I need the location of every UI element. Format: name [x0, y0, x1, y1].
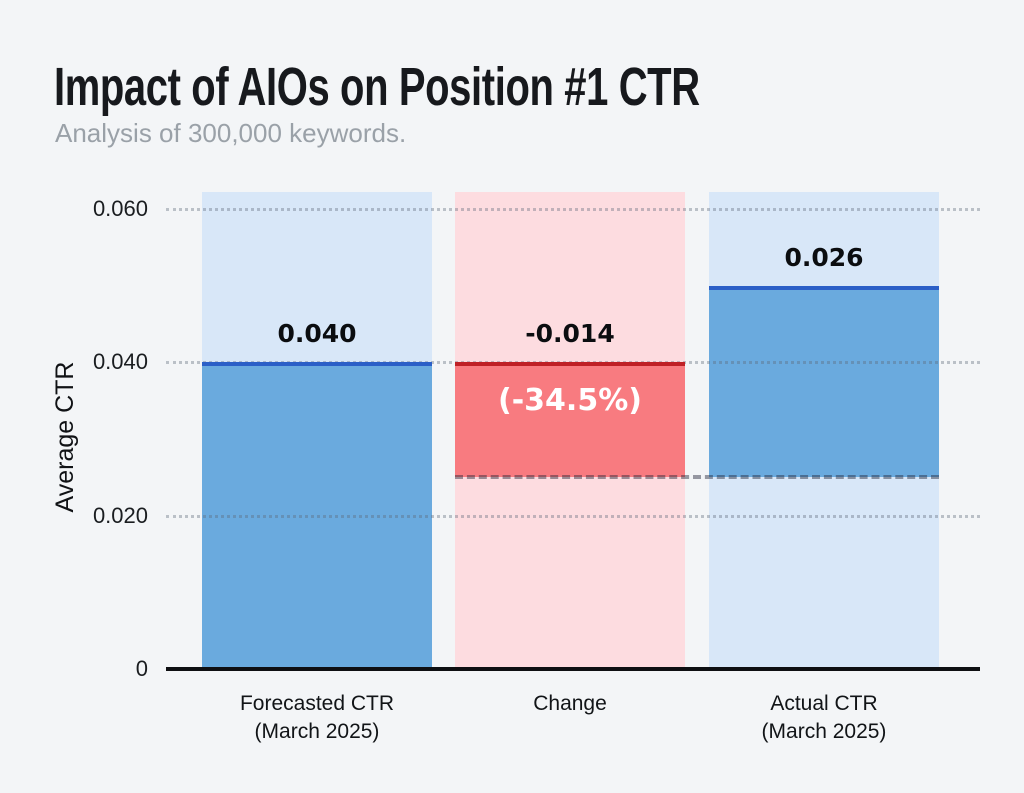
bar-topline-actual-ctr — [709, 285, 939, 290]
x-tick-line1: Change — [533, 692, 607, 715]
dashed-reference-line — [455, 475, 939, 480]
value-label-actual-ctr: 0.026 — [784, 242, 864, 272]
plot-area: 0.040 -0.014 (-34.5%) 0.026 — [166, 192, 980, 669]
x-axis-line — [166, 667, 980, 671]
chart-title: Impact of AIOs on Position #1 CTR — [54, 57, 700, 117]
gridline-0.02 — [166, 514, 980, 518]
x-tick-actual-ctr: Actual CTR (March 2025) — [674, 690, 974, 746]
y-tick-0.040: 0.040 — [92, 349, 148, 375]
value-label-forecasted-ctr: 0.040 — [277, 319, 357, 349]
bar-block-forecasted-ctr — [202, 362, 432, 669]
chart-subtitle: Analysis of 300,000 keywords. — [55, 118, 407, 148]
gridline-0.06 — [166, 207, 980, 211]
inner-label-change: (-34.5%) — [498, 383, 642, 419]
y-tick-0.020: 0.020 — [92, 502, 148, 528]
bar-topline-forecasted-ctr — [202, 362, 432, 367]
value-label-change: -0.014 — [525, 319, 615, 349]
y-tick-0.060: 0.060 — [92, 195, 148, 221]
x-tick-line2: (March 2025) — [254, 720, 380, 743]
x-tick-forecasted-ctr: Forecasted CTR (March 2025) — [167, 690, 467, 746]
bar-topline-change — [455, 362, 685, 367]
bar-block-actual-ctr — [709, 285, 939, 478]
y-axis-title: Average CTR — [51, 361, 79, 513]
x-tick-change: Change — [420, 690, 720, 718]
x-tick-line1: Forecasted CTR — [239, 692, 395, 715]
bar-block-change — [455, 362, 685, 478]
x-tick-line2: (March 2025) — [761, 720, 887, 743]
y-tick-0: 0 — [135, 656, 148, 681]
x-tick-line1: Actual CTR — [770, 692, 878, 715]
